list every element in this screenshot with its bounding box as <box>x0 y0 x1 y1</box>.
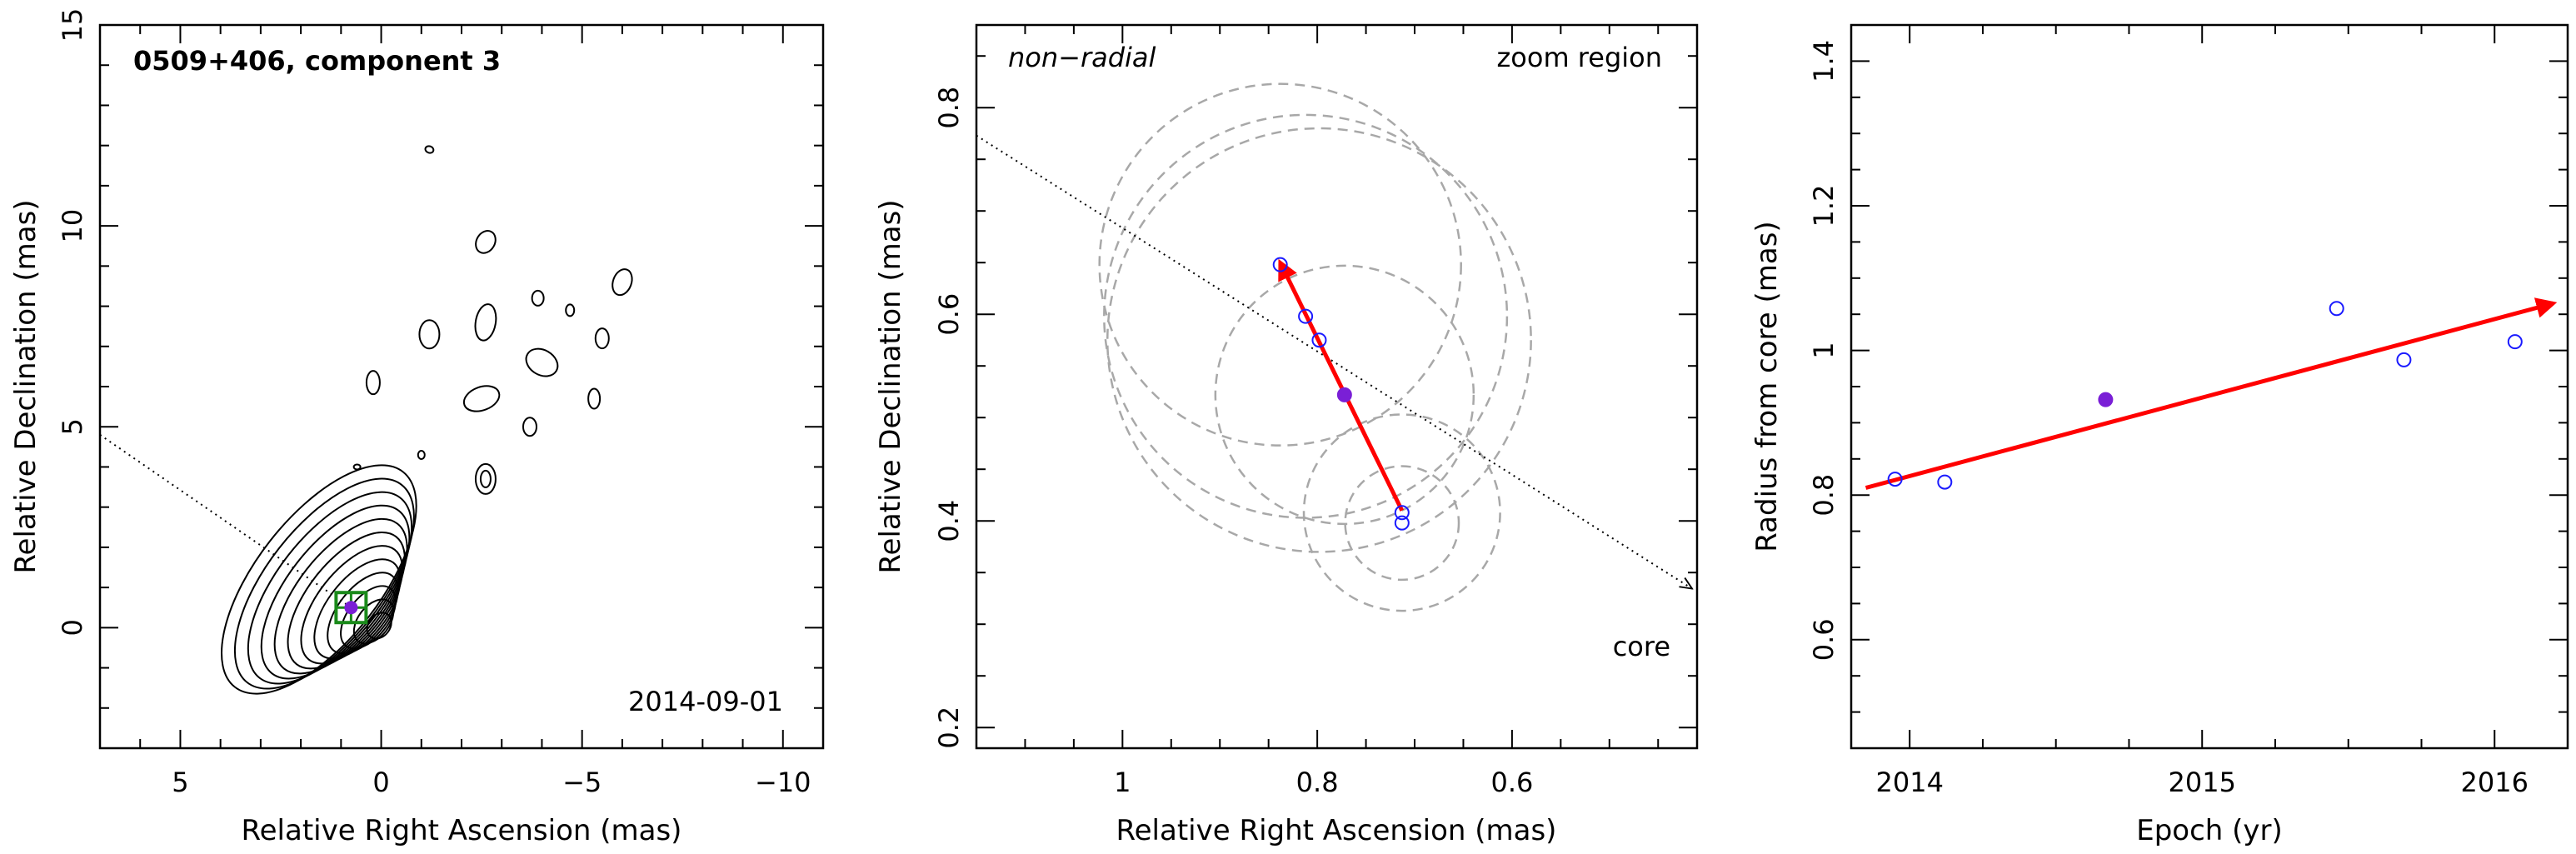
contour-line <box>273 517 408 675</box>
panel-radius-vs-epoch: 2014 2015 2016 0.6 0.8 1 1.2 1.4 Epoch (yr) Rad… <box>1750 23 2569 847</box>
contour-line <box>424 145 435 154</box>
contour-line <box>260 504 411 680</box>
panel-zoom-region: 1 0.8 0.6 0.2 0.4 0.6 0.8 non−radial zoom regi… <box>874 23 1699 847</box>
current-epoch-point <box>2098 392 2114 407</box>
radius-point <box>1937 474 1953 490</box>
error-circle <box>1098 82 1462 447</box>
x-tick-label: 0.8 <box>1296 767 1339 798</box>
contour-line <box>522 417 537 437</box>
contour-line <box>462 385 501 412</box>
y-tick-label: 0.6 <box>933 293 965 336</box>
panel-title: 0509+406, component 3 <box>133 45 501 77</box>
contour-line <box>475 230 497 254</box>
plot-frame <box>98 23 825 750</box>
error-circle <box>1106 127 1532 553</box>
plot-frame <box>1850 23 2569 750</box>
y-axis-label: Relative Declination (mas) <box>9 199 42 573</box>
error-circle <box>1344 465 1460 582</box>
contour-line <box>479 469 492 488</box>
contour-line <box>418 319 441 350</box>
map-date: 2014-09-01 <box>628 686 783 717</box>
y-tick-label: 10 <box>57 209 88 243</box>
contour-map <box>221 145 633 695</box>
radius-point <box>1887 472 1903 487</box>
error-circle <box>1302 413 1501 612</box>
x-axis-label: Relative Right Ascension (mas) <box>1116 814 1557 847</box>
y-tick-label: 0 <box>57 619 88 636</box>
y-axis-label: Relative Declination (mas) <box>874 199 907 573</box>
contour-line <box>247 491 413 685</box>
panel-title: non−radial <box>1008 42 1156 73</box>
y-tick-label: 5 <box>57 418 88 435</box>
contour-line <box>474 303 497 342</box>
x-tick-label: 5 <box>172 767 188 798</box>
region-label: zoom region <box>1497 42 1663 73</box>
x-tick-label: 0.6 <box>1490 767 1533 798</box>
x-tick-label: −5 <box>562 767 602 798</box>
contour-line <box>352 598 395 645</box>
contour-line <box>474 462 497 495</box>
position-point <box>1394 505 1410 521</box>
y-tick-label: 0.4 <box>933 500 965 542</box>
contour-line <box>612 268 633 297</box>
contour-line <box>352 463 362 471</box>
contour-line <box>525 347 559 377</box>
jet-direction-line <box>100 434 352 609</box>
radius-point <box>2507 334 2523 350</box>
y-tick-label: 1.2 <box>1808 185 1840 227</box>
y-tick-label: 0.8 <box>933 87 965 129</box>
contour-line <box>287 531 406 670</box>
core-direction-line <box>976 134 1692 589</box>
x-tick-label: 2016 <box>2461 767 2529 798</box>
y-tick-label: 0.2 <box>933 707 965 749</box>
radius-point <box>2329 301 2344 317</box>
contour-line <box>594 327 610 350</box>
x-tick-label: −10 <box>755 767 811 798</box>
x-tick-label: 2014 <box>1875 767 1943 798</box>
contour-line <box>365 370 381 396</box>
error-circle <box>1214 264 1475 526</box>
position-point <box>1311 332 1327 348</box>
position-point <box>1272 257 1288 272</box>
contour-line <box>300 545 404 665</box>
contour-line <box>221 464 417 695</box>
x-axis-label: Epoch (yr) <box>2136 814 2283 847</box>
y-tick-label: 0.8 <box>1808 474 1840 517</box>
component-position-point <box>344 601 358 615</box>
contour-line <box>327 572 399 655</box>
x-tick-label: 1 <box>1114 767 1131 798</box>
x-axis-label: Relative Right Ascension (mas) <box>242 814 682 847</box>
x-tick-label: 2015 <box>2169 767 2236 798</box>
y-axis-label: Radius from core (mas) <box>1750 221 1784 552</box>
panel-contour-map: 5 0 −5 −10 0 5 10 15 0509+406, component 3 2014… <box>9 8 825 847</box>
motion-vector <box>1278 258 1405 512</box>
y-tick-label: 0.6 <box>1808 618 1840 661</box>
position-point <box>1298 308 1314 324</box>
contour-line <box>565 303 576 317</box>
radius-point <box>2396 352 2412 367</box>
trend-vector <box>1865 297 2558 490</box>
current-epoch-point <box>1336 387 1352 402</box>
contour-line <box>531 289 545 307</box>
error-circle <box>1103 113 1509 519</box>
contour-line <box>366 612 392 640</box>
position-point <box>1394 515 1410 531</box>
core-label: core <box>1613 631 1670 662</box>
contour-line <box>313 558 402 660</box>
contour-line <box>417 449 426 460</box>
plot-frame <box>975 23 1699 750</box>
contour-line <box>587 387 602 410</box>
y-tick-label: 15 <box>57 8 88 42</box>
x-tick-label: 0 <box>372 767 389 798</box>
y-tick-label: 1 <box>1808 342 1840 358</box>
y-tick-label: 1.4 <box>1808 40 1840 82</box>
